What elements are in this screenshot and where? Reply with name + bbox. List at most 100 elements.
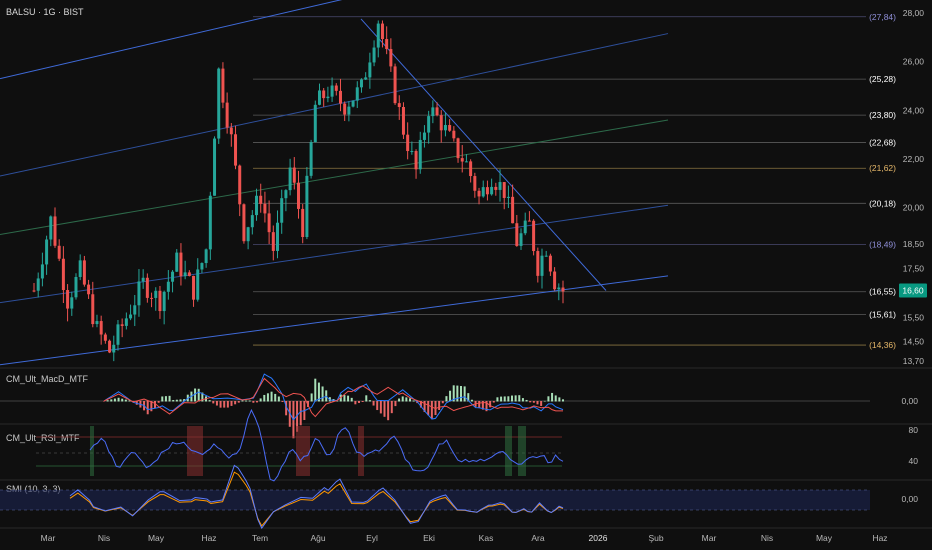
candle-body (179, 252, 183, 277)
macd-histogram-bar (281, 401, 284, 402)
candle-body (171, 271, 175, 282)
candle-body (234, 134, 238, 166)
macd-histogram-bar (117, 397, 120, 402)
macd-histogram-bar (419, 401, 422, 408)
macd-histogram-bar (470, 399, 473, 402)
macd-histogram-bar (554, 395, 557, 402)
candle-body (204, 249, 208, 264)
candle-body (553, 271, 557, 290)
macd-histogram-bar (514, 395, 517, 402)
candle-body (427, 116, 431, 133)
candle-body (435, 107, 439, 116)
time-axis-tick: May (816, 533, 833, 543)
fib-level-label: (27,84) (869, 12, 896, 22)
macd-histogram-bar (562, 399, 564, 402)
rsi-zone-highlight (358, 426, 364, 476)
price-axis-tick: 15,50 (903, 312, 925, 322)
candle-body (485, 187, 489, 195)
candle-body (469, 161, 473, 177)
macd-histogram-bar (409, 398, 411, 402)
candle-body (498, 182, 502, 190)
candle-body (351, 100, 355, 107)
candle-body (544, 255, 548, 257)
candle-body (401, 107, 405, 135)
macd-histogram-bar (256, 401, 258, 403)
trend-line (360, 18, 607, 291)
macd-histogram-bar (124, 399, 127, 402)
time-axis-tick: Haz (201, 533, 216, 543)
candle-body (166, 281, 170, 292)
candle-body (141, 277, 145, 282)
candle-body (70, 297, 74, 309)
candle-body (66, 290, 70, 309)
candle-body (217, 68, 221, 139)
macd-histogram-bar (441, 401, 444, 404)
candle-body (494, 186, 498, 190)
candle-body (112, 344, 116, 353)
macd-histogram-bar (347, 395, 350, 402)
candle-body (372, 47, 376, 63)
candle-body (267, 213, 271, 233)
candle-body (229, 127, 233, 135)
candle-body (49, 216, 53, 240)
macd-histogram-bar (245, 400, 248, 402)
channel-line (0, 119, 669, 235)
rsi-axis-tick: 40 (909, 456, 919, 466)
price-axis-tick: 14,50 (903, 337, 925, 347)
candle-body (225, 102, 229, 128)
macd-histogram-bar (317, 382, 320, 402)
candle-body (259, 195, 263, 204)
candle-body (477, 190, 481, 197)
candle-body (74, 276, 78, 298)
candle-body (452, 130, 456, 139)
macd-histogram-bar (503, 396, 506, 402)
candle-body (536, 251, 540, 276)
macd-histogram-bar (379, 401, 382, 414)
candle-body (347, 106, 351, 115)
candle-body (242, 204, 246, 242)
candle-body (548, 255, 552, 272)
candle-body (334, 85, 338, 91)
time-axis-tick: 2026 (589, 533, 608, 543)
macd-histogram-bar (521, 398, 524, 402)
candle-body (473, 176, 477, 191)
fib-level-label: (22,68) (869, 137, 896, 147)
smi-line (69, 464, 564, 530)
macd-histogram-bar (365, 395, 368, 402)
last-price-value: 16,60 (902, 286, 924, 296)
candle-body (124, 318, 128, 326)
channel-line (0, 0, 343, 80)
last-price-tag (899, 283, 927, 298)
macd-histogram-bar (372, 401, 375, 406)
macd-histogram-bar (445, 396, 448, 402)
macd-histogram-bar (412, 400, 415, 402)
candle-body (456, 138, 460, 159)
fib-level-label: (21,62) (869, 163, 896, 173)
candle-body (448, 125, 452, 131)
candle-body (250, 215, 254, 228)
macd-histogram-bar (507, 396, 510, 402)
macd-histogram-bar (536, 401, 539, 405)
candle-body (443, 125, 447, 131)
candle-body (78, 260, 82, 277)
time-axis-tick: May (148, 533, 165, 543)
macd-histogram-bar (285, 401, 288, 416)
candle-body (137, 281, 141, 306)
candle-body (511, 196, 515, 224)
macd-histogram-bar (183, 399, 186, 402)
candle-body (338, 90, 342, 104)
candle-body (523, 220, 527, 234)
candle-body (431, 107, 435, 117)
fib-level-label: (20,18) (869, 198, 896, 208)
macd-signal-line (103, 377, 563, 418)
macd-histogram-bar (299, 401, 302, 426)
macd-histogram-bar (467, 393, 470, 402)
macd-histogram-bar (215, 401, 218, 406)
macd-histogram-bar (434, 401, 437, 416)
macd-histogram-bar (154, 401, 156, 409)
macd-histogram-bar (277, 396, 280, 402)
macd-histogram-bar (430, 401, 433, 419)
candle-body (527, 220, 531, 222)
macd-line (103, 373, 564, 421)
